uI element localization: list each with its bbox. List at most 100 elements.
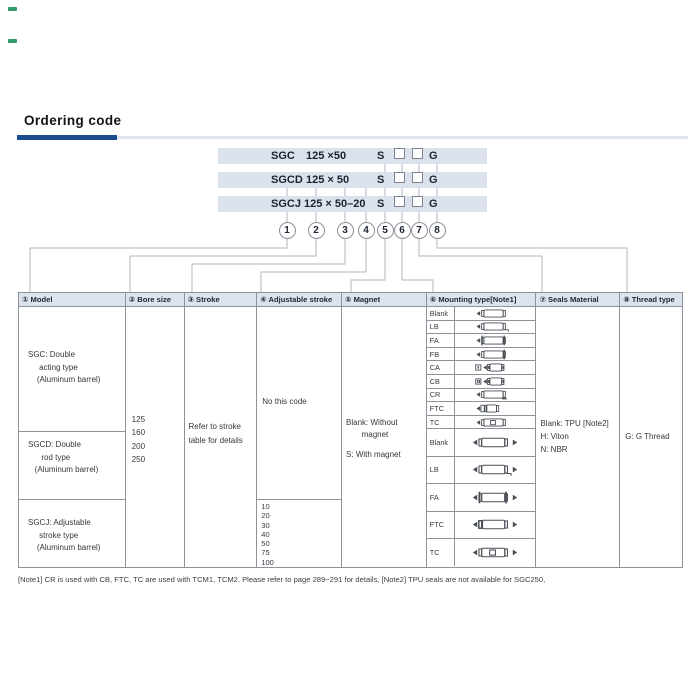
column-stroke: Refer to stroke table for details: [185, 307, 258, 567]
mounting-row: TC: [427, 538, 536, 567]
mounting-code: FTC: [427, 511, 455, 538]
position-circle-4: 4: [357, 222, 375, 239]
mounting-code: TC: [427, 415, 455, 429]
option-box-icon: [394, 196, 405, 207]
mounting-row: Blank: [426, 307, 536, 321]
title-underline-dark: [17, 135, 117, 140]
column-mounting-type: Blank LB FA FB CA CB CR FTC TC Blank LB …: [426, 307, 537, 567]
adjustable-stroke-values: 10 20 30 40 50 75 100: [261, 502, 274, 567]
mounting-row: LB: [426, 320, 536, 335]
code-thread: G: [429, 150, 438, 162]
mounting-row: LB: [426, 456, 536, 485]
stroke-note: Refer to stroke table for details: [188, 422, 243, 445]
code-size: 125 × 50–20: [304, 198, 366, 210]
header-model: ① Model: [19, 293, 126, 306]
cylinder-basic-icon: [455, 307, 536, 320]
header-seals-material: ⑦ Seals Material: [536, 293, 621, 306]
table-body: SGC: Double acting type (Aluminum barrel…: [19, 307, 682, 567]
position-circle-8: 8: [428, 222, 446, 239]
position-circle-6: 6: [393, 222, 411, 239]
cylinder-flange-fa-icon: [455, 334, 536, 347]
code-magnet: S: [377, 198, 385, 210]
code-model: SGCJ: [271, 198, 301, 210]
column-seals-material: Blank: TPU [Note2] H: Viton N: NBR: [536, 307, 621, 567]
cylinder-doublerod-ftc-icon: [455, 512, 536, 538]
header-adjustable-stroke: ④ Adjustable stroke: [257, 293, 343, 306]
page-title: Ordering code: [24, 113, 122, 128]
header-thread-type: ⑧ Thread type: [623, 295, 675, 304]
mounting-row: CB: [426, 374, 536, 389]
cylinder-doublerod-lb-icon: [455, 457, 536, 483]
cylinder-trunnion-tc-icon: [455, 416, 536, 429]
position-circle-5: 5: [376, 222, 394, 239]
position-circle-2: 2: [307, 222, 325, 239]
magnet-blank-option: Blank: Without magnet: [346, 418, 398, 439]
cylinder-pivot-cr-icon: [455, 389, 536, 402]
column-bore-size: 125 160 200 250: [126, 307, 185, 567]
ordering-code-row-sgcj: SGCJ 125 × 50–20 S G: [218, 196, 487, 212]
mounting-row: FTC: [426, 402, 536, 416]
mounting-code: LB: [427, 456, 455, 484]
option-box-icon: [394, 148, 405, 159]
mounting-code: FTC: [427, 402, 455, 415]
cylinder-doublerod-tc-icon: [455, 539, 536, 566]
mounting-code: FB: [427, 347, 455, 361]
column-thread-type: G: G Thread: [620, 307, 682, 567]
code-magnet: S: [377, 174, 385, 186]
cylinder-compact-ftc-icon: [455, 402, 536, 415]
option-box-icon: [412, 196, 423, 207]
mounting-row: Blank: [426, 429, 536, 457]
header-mounting-type: ⑥ Mounting type[Note1]: [427, 293, 537, 306]
ordering-code-table: ① Model ② Bore size ③ Stroke ④ Adjustabl…: [18, 292, 683, 568]
column-model: SGC: Double acting type (Aluminum barrel…: [19, 307, 126, 567]
mounting-code: CA: [427, 361, 455, 374]
cylinder-clevis-cb-icon: [455, 375, 536, 388]
position-circle-7: 7: [410, 222, 428, 239]
model-cell-sgcj: SGCJ: Adjustable stroke type (Aluminum b…: [28, 518, 101, 552]
cylinder-foot-lb-icon: [455, 321, 536, 334]
header-magnet: ⑤ Magnet: [342, 293, 427, 306]
model-cell-sgcd: SGCD: Double rod type (Aluminum barrel): [19, 432, 125, 500]
code-size: 125 × 50: [306, 174, 350, 186]
position-circle-1: 1: [278, 222, 296, 239]
green-dash-icon: [8, 39, 17, 43]
mounting-code: FA: [427, 484, 455, 511]
position-circle-3: 3: [336, 222, 354, 239]
model-cell-sgc: SGC: Double acting type (Aluminum barrel…: [19, 307, 125, 432]
table-header-row: ① Model ② Bore size ③ Stroke ④ Adjustabl…: [19, 293, 682, 307]
green-dash-icon: [8, 7, 17, 11]
ordering-code-row-sgcd: SGCD 125 × 50 S G: [218, 172, 487, 188]
ordering-code-row-sgc: SGC 125 ×50 S G: [218, 148, 487, 164]
mounting-row: FA: [426, 334, 536, 348]
mounting-row: CA: [426, 361, 536, 375]
cylinder-flange-fb-icon: [455, 348, 536, 361]
mounting-row: FB: [426, 347, 536, 362]
code-thread: G: [429, 174, 438, 186]
footnote: [Note1] CR is used with CB, FTC, TC are …: [18, 575, 546, 584]
option-box-icon: [394, 172, 405, 183]
magnet-s-option: S: With magnet: [346, 450, 401, 459]
mounting-row: TC: [426, 415, 536, 430]
mounting-code: TC: [427, 538, 455, 567]
option-box-icon: [412, 172, 423, 183]
cylinder-doublerod-basic-icon: [455, 429, 536, 455]
column-magnet: Blank: Without magnet S: With magnet: [342, 307, 427, 567]
title-underline-light: [117, 136, 688, 139]
thread-option: G: G Thread: [625, 432, 670, 441]
mounting-code: Blank: [427, 429, 455, 456]
mounting-code: CB: [427, 374, 455, 388]
header-bore-size: ② Bore size: [126, 293, 185, 306]
code-magnet: S: [377, 150, 385, 162]
mounting-code: FA: [427, 334, 455, 347]
cylinder-clevis-ca-icon: [455, 361, 536, 374]
mounting-code: LB: [427, 320, 455, 334]
code-model: SGC: [271, 150, 295, 162]
code-size: 125 ×50: [306, 150, 347, 162]
option-box-icon: [412, 148, 423, 159]
header-stroke: ③ Stroke: [185, 293, 258, 306]
seals-options: Blank: TPU [Note2] H: Viton N: NBR: [540, 419, 609, 454]
code-thread: G: [429, 198, 438, 210]
column-adjustable-stroke: No this code 10 20 30 40 50 75 100: [257, 307, 343, 567]
mounting-row: FA: [426, 484, 536, 512]
